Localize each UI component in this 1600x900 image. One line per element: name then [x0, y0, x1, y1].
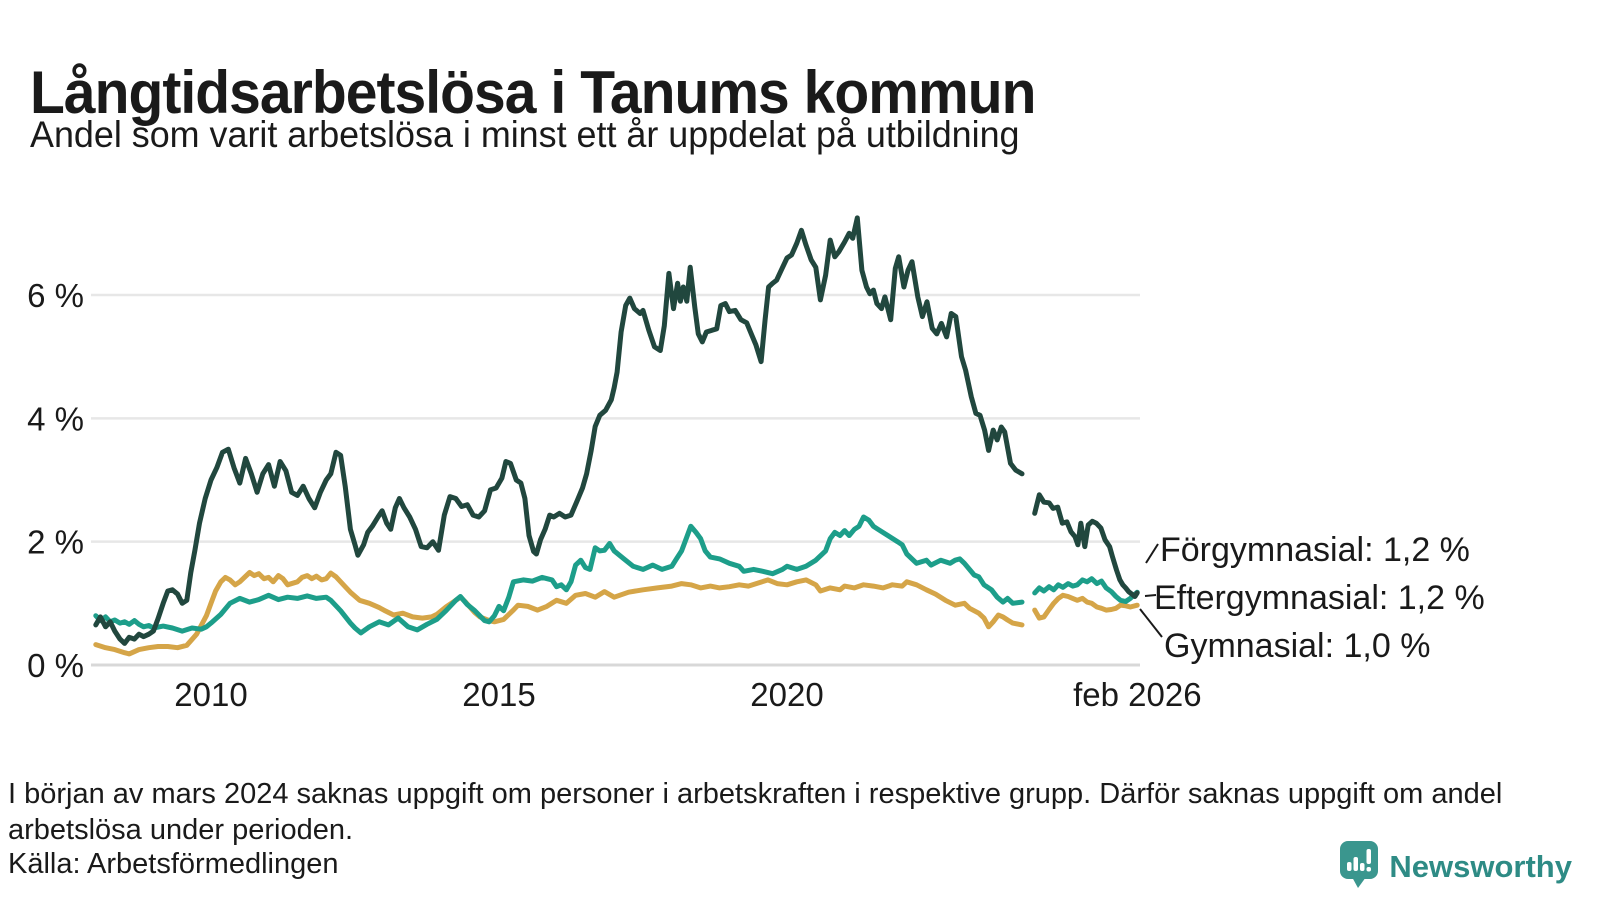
series-line-gymnasial-seg1	[93, 570, 1025, 657]
x-tick-label-2020: 2020	[750, 676, 823, 713]
source-attribution: Källa: Arbetsförmedlingen	[8, 848, 339, 880]
series-line-förgymnasial-seg2	[1032, 492, 1140, 599]
newsworthy-logo-icon	[1339, 840, 1379, 893]
newsworthy-logo: Newsworthy	[1339, 840, 1572, 893]
end-label-connector-gymnasial	[1139, 608, 1163, 638]
y-tick-label-2: 2 %	[27, 524, 84, 561]
series-line-gymnasial-seg2	[1032, 592, 1140, 621]
series-line-eftergymnasial-seg1	[93, 514, 1025, 636]
chart-subtitle: Andel som varit arbetslösa i minst ett å…	[30, 114, 1020, 155]
series-end-label-eftergymnasial: Eftergymnasial: 1,2 %	[1154, 579, 1485, 617]
end-label-connector-förgymnasial	[1145, 543, 1159, 564]
end-label-connector-eftergymnasial	[1144, 594, 1157, 597]
series-end-label-forgymnasial: Förgymnasial: 1,2 %	[1160, 531, 1470, 569]
series-line-förgymnasial-seg1	[93, 215, 1025, 646]
y-tick-label-6: 6 %	[27, 277, 84, 314]
series-line-eftergymnasial-seg2	[1032, 576, 1140, 604]
page-title: Långtidsarbetslösa i Tanums kommun	[30, 59, 1036, 127]
chart-footnote: I början av mars 2024 saknas uppgift om …	[8, 778, 1503, 846]
x-tick-label-2015: 2015	[462, 676, 535, 713]
series-end-label-gymnasial: Gymnasial: 1,0 %	[1164, 627, 1431, 665]
y-tick-label-4: 4 %	[27, 400, 84, 437]
x-tick-label-2010: 2010	[174, 676, 247, 713]
x-tick-label-feb-2026: feb 2026	[1073, 676, 1201, 713]
newsworthy-logo-text: Newsworthy	[1389, 848, 1572, 884]
y-tick-label-0: 0 %	[27, 647, 84, 684]
